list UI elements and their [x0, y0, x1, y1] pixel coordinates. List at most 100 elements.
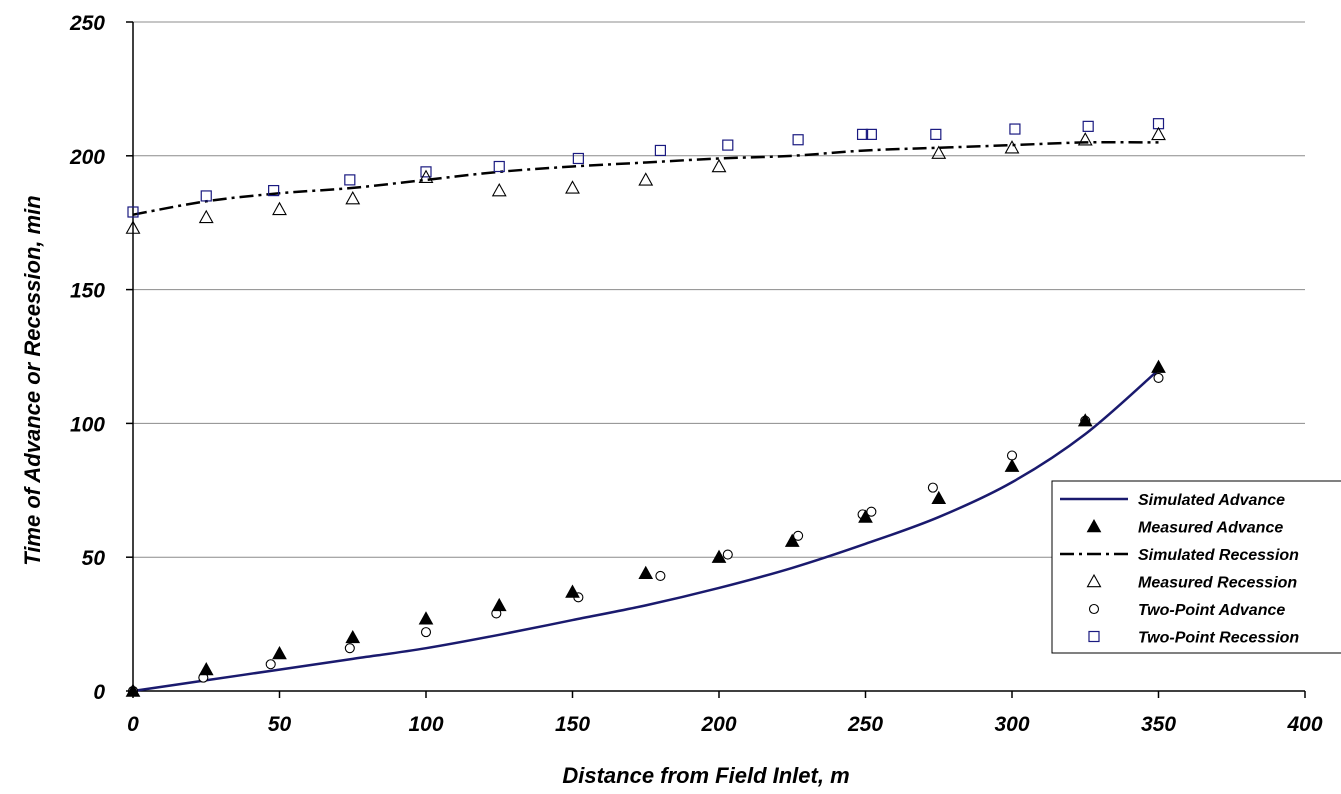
axes [126, 21, 1306, 698]
x-tick-label: 300 [994, 713, 1029, 736]
x-tick-label: 150 [555, 713, 590, 736]
y-axis-title: Time of Advance or Recession, min [20, 195, 45, 565]
legend-swatch [1088, 603, 1100, 615]
x-axis-title: Distance from Field Inlet, m [562, 763, 849, 788]
data-point-measured-advance [345, 629, 361, 644]
series-simulated-advance [132, 368, 1160, 693]
data-point-two-point-advance [420, 627, 432, 638]
data-point-two-point-advance [344, 643, 355, 654]
data-point-measured-advance [711, 549, 727, 563]
data-point-two-point-recession [127, 206, 139, 218]
legend-item-two-point-advance: Two-Point Advance [1088, 602, 1285, 619]
data-point-measured-recession [1077, 132, 1093, 146]
series-simulated-recession [132, 140, 1159, 216]
data-point-two-point-recession [1009, 123, 1021, 135]
data-point-measured-recession [198, 209, 214, 224]
x-tick-label: 400 [1286, 713, 1322, 736]
legend-swatch [1088, 630, 1100, 643]
data-point-measured-advance [125, 683, 141, 697]
data-point-measured-recession [638, 172, 654, 186]
data-point-two-point-recession [654, 144, 667, 157]
data-point-measured-recession [931, 145, 947, 159]
series-line-simulated-advance [132, 368, 1160, 693]
data-point-two-point-advance [655, 570, 666, 581]
data-point-two-point-advance [265, 659, 276, 670]
x-tick-label: 250 [847, 713, 883, 736]
data-point-measured-recession [272, 201, 287, 216]
data-point-measured-advance [1077, 413, 1093, 427]
data-point-two-point-recession [200, 190, 212, 202]
legend-item-measured-recession: Measured Recession [1086, 573, 1297, 592]
data-point-measured-recession [1151, 126, 1166, 141]
y-tick-label: 0 [93, 681, 105, 704]
data-point-measured-advance [1004, 458, 1020, 472]
legend-item-measured-advance: Measured Advance [1086, 518, 1283, 537]
x-tick-label: 0 [127, 713, 139, 736]
gridlines [133, 21, 1305, 558]
legend-swatch [1086, 573, 1102, 588]
x-tick-label: 350 [1141, 713, 1176, 736]
data-point-two-point-recession [420, 166, 432, 178]
data-point-measured-advance [418, 611, 434, 625]
data-point-measured-advance [565, 584, 580, 598]
data-point-two-point-recession [792, 134, 804, 146]
x-tick-label: 50 [268, 713, 292, 736]
data-point-measured-recession [345, 190, 361, 205]
data-point-two-point-recession [493, 160, 505, 173]
legend-item-two-point-recession: Two-Point Recession [1088, 630, 1299, 647]
data-point-two-point-recession [344, 174, 356, 186]
data-point-measured-recession [125, 220, 141, 234]
data-point-two-point-recession [865, 128, 877, 140]
y-tick-label: 100 [70, 413, 105, 436]
data-point-measured-recession [491, 182, 507, 197]
data-point-two-point-recession [572, 152, 584, 165]
series-two-point-recession [127, 118, 1165, 218]
data-point-measured-recession [565, 180, 580, 194]
legend-label: Two-Point Recession [1138, 630, 1299, 647]
data-point-measured-advance [784, 533, 800, 547]
series-measured-advance [125, 359, 1166, 697]
legend-label: Simulated Recession [1138, 547, 1299, 564]
x-tick-label: 100 [408, 713, 443, 736]
data-point-two-point-advance [1006, 450, 1018, 461]
series-measured-recession [125, 126, 1166, 234]
tick-labels: 0 50 100 150 200 250 300 350 400 0 50 100 150 200 250 [69, 12, 1323, 736]
data-point-two-point-advance [722, 549, 733, 560]
data-point-measured-advance [198, 662, 214, 676]
data-point-two-point-advance [793, 530, 804, 541]
y-tick-label: 150 [70, 280, 105, 303]
y-tick-label: 50 [82, 547, 106, 570]
legend-label: Measured Recession [1138, 575, 1297, 592]
legend-label: Simulated Advance [1138, 492, 1285, 509]
data-point-two-point-recession [930, 128, 942, 140]
series-line-simulated-recession [132, 140, 1159, 216]
x-tick-label: 200 [700, 713, 736, 736]
data-point-measured-advance [272, 646, 287, 660]
legend-box [1051, 480, 1341, 654]
data-point-two-point-recession [722, 139, 734, 151]
legend-item-simulated-advance: Simulated Advance [1060, 492, 1285, 509]
data-point-two-point-advance [1153, 372, 1164, 383]
data-point-measured-recession [418, 169, 434, 183]
y-tick-label: 250 [69, 12, 105, 35]
data-point-measured-advance [1151, 359, 1166, 373]
plot-area [125, 118, 1166, 697]
y-tick-label: 200 [69, 146, 105, 169]
series-two-point-advance [127, 372, 1164, 697]
data-point-two-point-advance [927, 482, 938, 493]
data-point-two-point-recession [856, 128, 869, 140]
data-point-two-point-advance [866, 506, 877, 517]
legend-swatch [1086, 518, 1102, 533]
data-point-measured-advance [931, 490, 947, 505]
data-point-measured-advance [858, 509, 873, 523]
data-point-measured-advance [638, 565, 654, 579]
legend: Simulated Advance Measured Advance Simulat… [1051, 480, 1341, 654]
legend-item-simulated-recession: Simulated Recession [1060, 547, 1299, 564]
data-point-two-point-recession [268, 184, 280, 197]
legend-label: Measured Advance [1138, 520, 1283, 537]
data-point-measured-recession [1004, 140, 1020, 154]
data-point-two-point-recession [1082, 120, 1094, 132]
data-point-measured-recession [711, 158, 727, 173]
data-point-measured-advance [491, 597, 507, 612]
